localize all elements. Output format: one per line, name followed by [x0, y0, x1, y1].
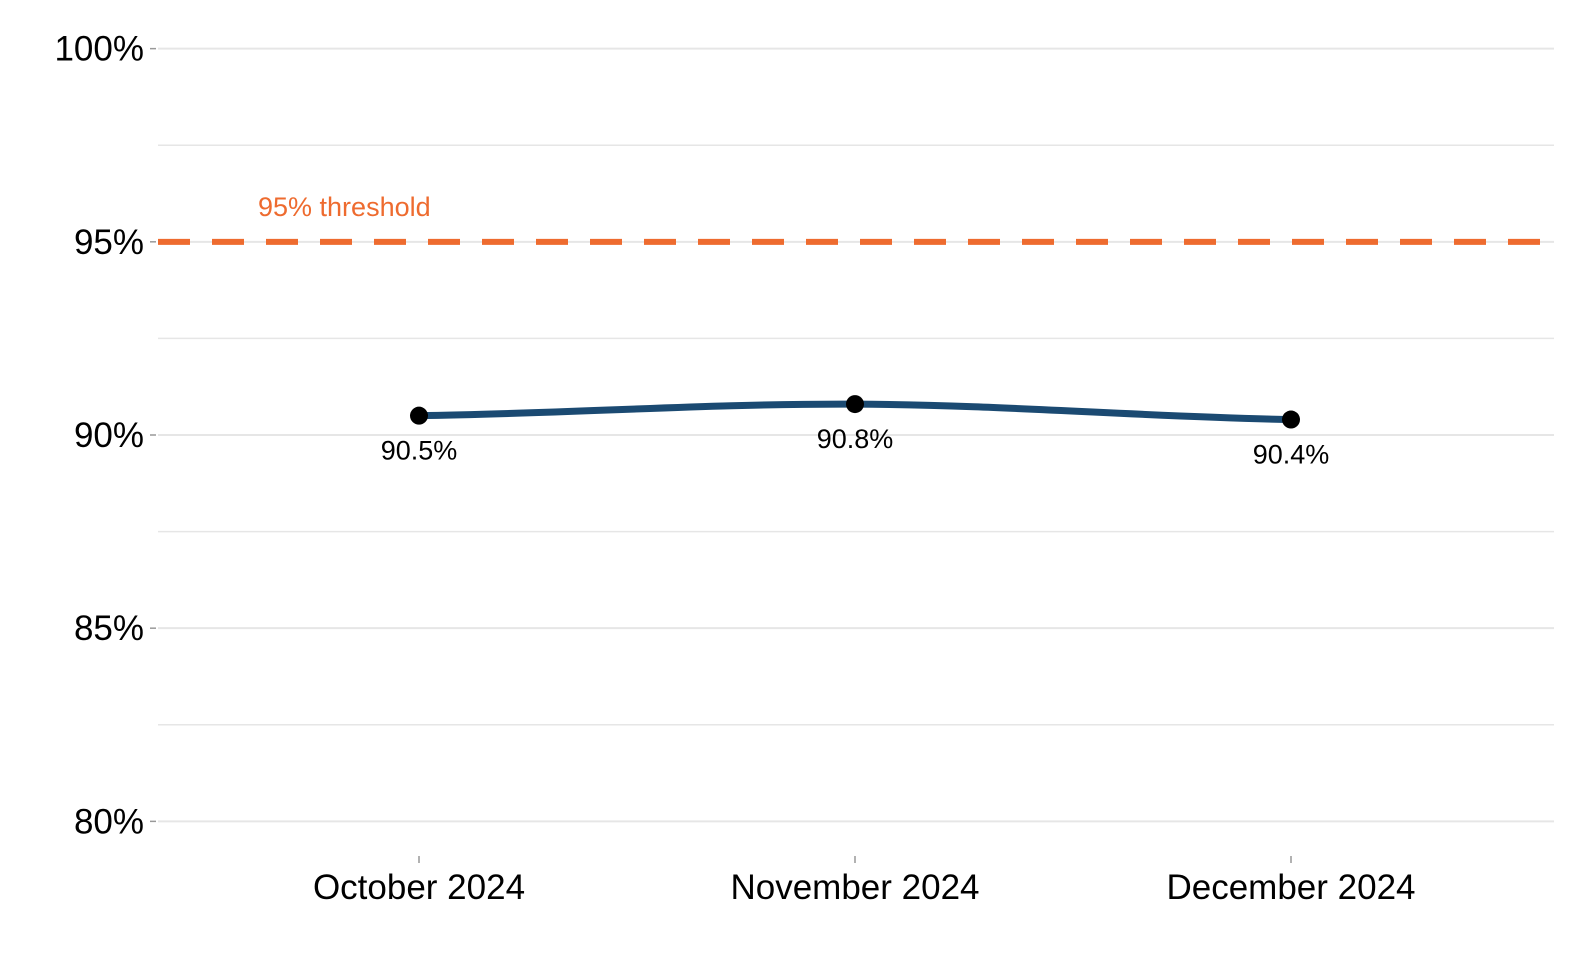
threshold-label: 95% threshold [258, 192, 431, 222]
reference-line-layer: 95% threshold [158, 192, 1554, 245]
y-tick-label: 80% [74, 802, 144, 841]
x-tick-label: November 2024 [730, 868, 979, 907]
y-tick-label: 90% [74, 416, 144, 455]
x-tick-label: October 2024 [313, 868, 525, 907]
x-tick-label: December 2024 [1166, 868, 1415, 907]
data-label: 90.5% [381, 436, 458, 466]
label-layer: 90.5% 90.8% 90.4% [381, 424, 1330, 469]
axis-layer: 80% 85% 90% 95% 100% October 2024 November 202… [54, 30, 1415, 907]
data-label: 90.4% [1253, 440, 1330, 470]
series-layer [410, 395, 1300, 429]
data-point [410, 406, 428, 425]
data-point [1282, 410, 1300, 429]
grid-layer [158, 47, 1554, 823]
y-tick-label: 100% [54, 30, 144, 69]
data-point [846, 395, 864, 414]
data-label: 90.8% [817, 424, 894, 454]
y-tick-label: 95% [74, 223, 144, 262]
y-tick-label: 85% [74, 609, 144, 648]
